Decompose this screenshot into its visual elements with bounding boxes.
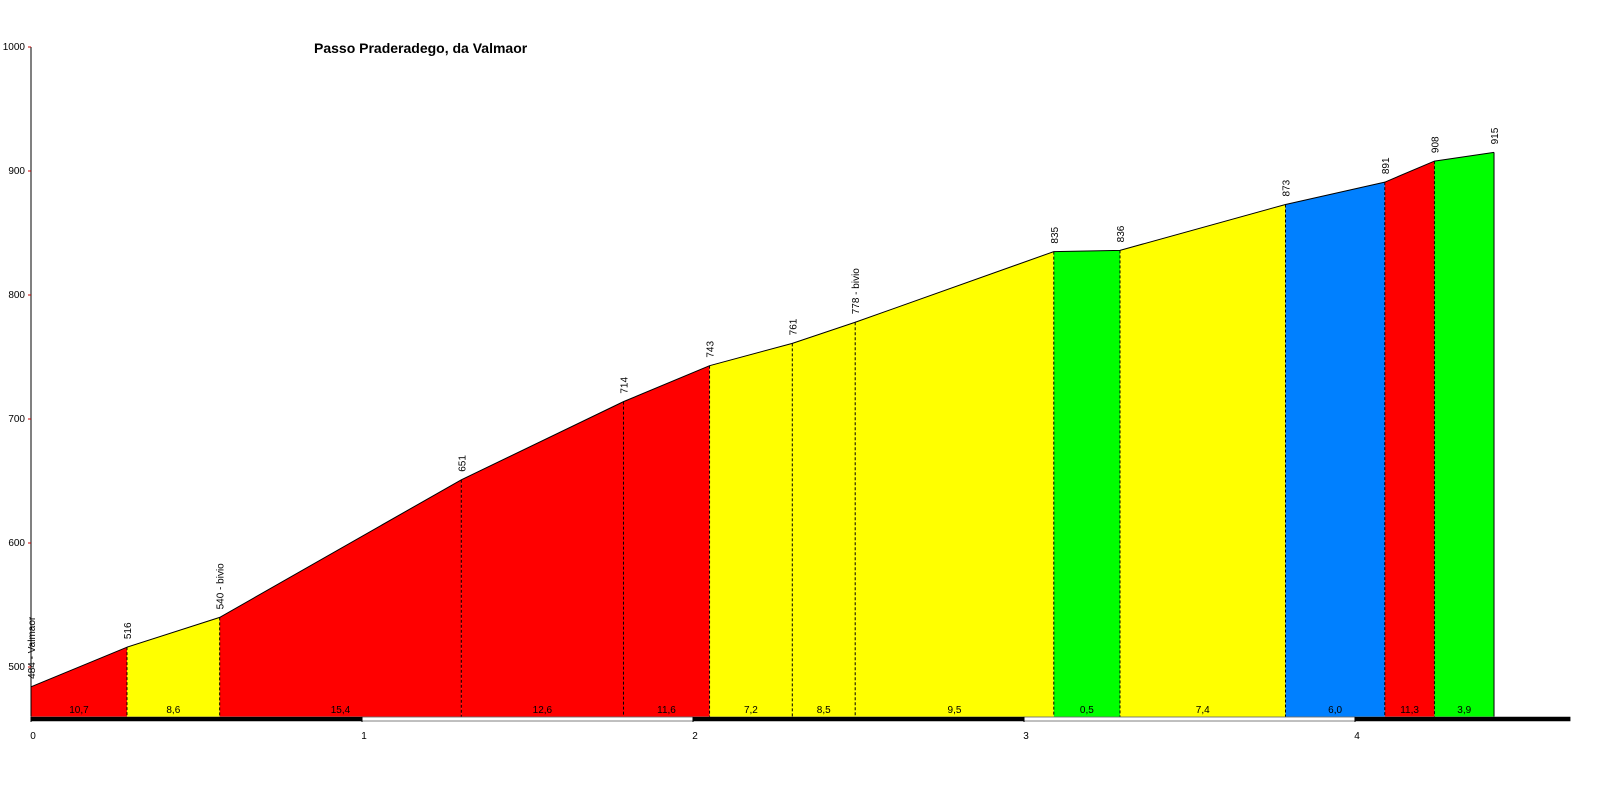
segment-area (219, 479, 462, 717)
segment-grade: 6,0 (1328, 705, 1342, 716)
x-tick-label: 4 (1354, 731, 1360, 742)
profile-line (30, 151, 1495, 688)
segment-grade: 15,4 (331, 705, 351, 716)
point-label: 908 (1430, 136, 1441, 153)
segment-grade: 3,9 (1457, 705, 1471, 716)
segment-area (709, 343, 793, 717)
segment-grade: 11,3 (1400, 705, 1419, 716)
y-tick-label: 700 (8, 414, 25, 425)
segment-grade: 10,7 (69, 705, 89, 716)
segment-grade: 9,5 (948, 705, 962, 716)
point-label: 484 - Valmaor (27, 616, 38, 679)
segment-area (855, 251, 1054, 717)
km-strip (692, 716, 1025, 722)
km-strip (1354, 716, 1571, 722)
segment-area (1434, 152, 1495, 717)
point-label: 891 (1381, 157, 1392, 174)
point-label: 836 (1116, 225, 1127, 242)
x-tick-label: 1 (361, 731, 367, 742)
y-tick-label: 500 (8, 662, 25, 673)
segment-grade: 7,2 (744, 705, 758, 716)
y-tick-label: 800 (8, 290, 25, 301)
x-tick-label: 0 (30, 731, 36, 742)
segment-grade: 8,6 (166, 705, 180, 716)
point-label: 714 (619, 377, 630, 394)
y-tick-label: 600 (8, 538, 25, 549)
point-label: 540 - bivio (216, 563, 227, 610)
segment-area (1285, 182, 1385, 717)
point-label: 761 (788, 318, 799, 335)
segment-area (1384, 161, 1435, 717)
y-tick-label: 1000 (3, 42, 26, 53)
segment-grade: 12,6 (533, 705, 553, 716)
point-label: 651 (457, 455, 468, 472)
segment-area (1053, 250, 1120, 717)
km-strip (1023, 716, 1356, 722)
point-label: 915 (1490, 127, 1501, 144)
x-tick-label: 2 (692, 731, 698, 742)
y-tick-label: 900 (8, 166, 25, 177)
segment-area (623, 365, 710, 717)
point-label: 835 (1050, 226, 1061, 243)
segment-area (31, 647, 127, 717)
point-label: 743 (706, 341, 717, 358)
segment-area (792, 322, 856, 717)
point-label: 778 - bivio (851, 268, 862, 315)
segment-grade: 8,5 (817, 705, 831, 716)
segment-area (126, 617, 220, 717)
km-strip (30, 716, 363, 722)
km-strip (361, 716, 694, 722)
chart-title: Passo Praderadego, da Valmaor (314, 40, 528, 56)
segment-grade: 7,4 (1196, 705, 1210, 716)
point-label: 516 (123, 622, 134, 639)
segment-grade: 11,6 (657, 705, 676, 716)
segment-area (1119, 204, 1286, 717)
segment-area (461, 401, 624, 717)
point-label: 873 (1281, 179, 1292, 196)
segment-grade: 0,5 (1080, 705, 1094, 716)
x-tick-label: 3 (1023, 731, 1029, 742)
